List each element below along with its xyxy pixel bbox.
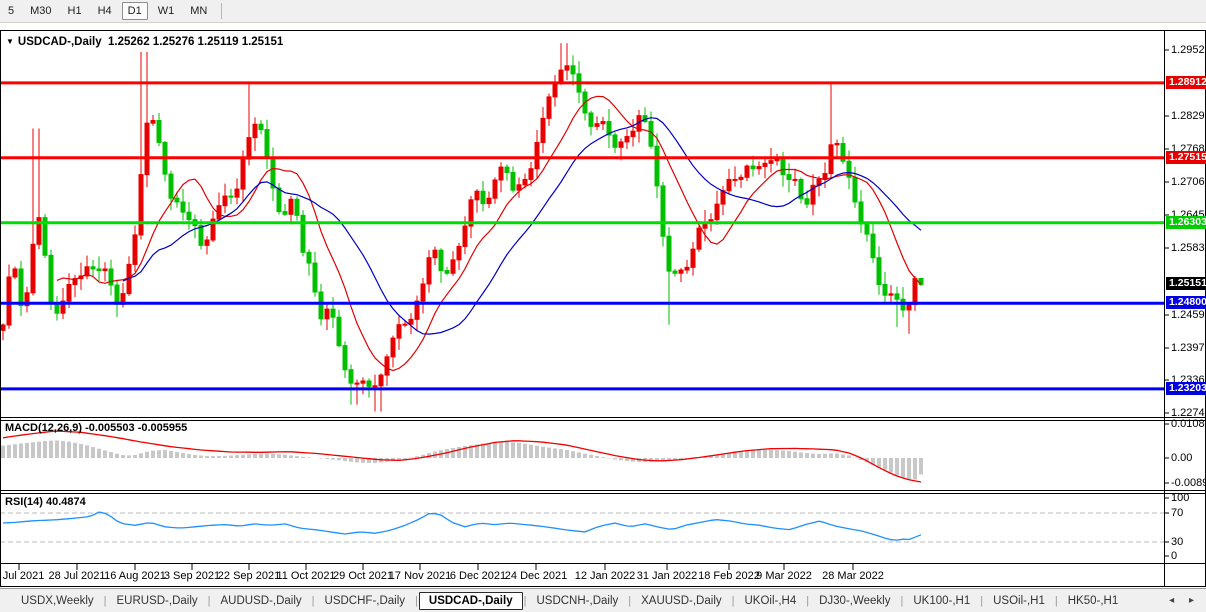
- timeframe-button-h4[interactable]: H4: [97, 5, 112, 17]
- chart-tab-usdcnh[interactable]: USDCNH-,Daily: [536, 594, 619, 607]
- price-level-badge: 1.26303: [1166, 216, 1206, 229]
- rsi-tick-label: 100: [1171, 492, 1190, 504]
- chart-tab-xauusd[interactable]: XAUUSD-,Daily: [641, 594, 722, 607]
- price-tick-label: 1.29525: [1171, 44, 1206, 56]
- date-tick-label: 28 Mar 2022: [822, 570, 884, 582]
- timeframe-toolbar: 5 M30 H1 H4 D1 W1 MN: [0, 0, 1206, 23]
- price-tick-label: 1.22745: [1171, 407, 1206, 419]
- tab-separator: |: [415, 594, 418, 607]
- price-tick-label: 1.25835: [1171, 242, 1206, 254]
- tab-separator: |: [900, 594, 904, 607]
- date-tick-label: 9 Mar 2022: [756, 570, 812, 582]
- timeframe-button-m30[interactable]: M30: [30, 5, 52, 17]
- toolbar-separator: [221, 3, 223, 19]
- date-tick-label: 17 Nov 2021: [388, 570, 452, 582]
- rsi-tick-label: 0: [1171, 550, 1178, 562]
- chart-title: ▼ USDCAD-,Daily 1.25262 1.25276 1.25119 1…: [6, 36, 283, 48]
- macd-indicator-label: MACD(12,26,9) -0.005503 -0.005955: [5, 422, 187, 434]
- chart-tab-eurusd[interactable]: EURUSD-,Daily: [116, 594, 198, 607]
- chart-tab-audusd[interactable]: AUDUSD-,Daily: [220, 594, 302, 607]
- chart-tab-usdx[interactable]: USDX,Weekly: [21, 594, 94, 607]
- date-tick-label: 16 Aug 2021: [104, 570, 166, 582]
- date-tick-label: 18 Feb 2022: [698, 570, 760, 582]
- macd-tick-label: 0.00: [1171, 452, 1193, 464]
- tab-separator: |: [311, 594, 315, 607]
- rsi-tick-label: 30: [1171, 536, 1184, 548]
- symbol-period-label: USDCAD-,Daily: [17, 36, 102, 48]
- timeframe-button-h1[interactable]: H1: [67, 5, 82, 17]
- tab-scroll-arrows[interactable]: ◂ ▸: [1169, 595, 1200, 606]
- chart-tab-hk50[interactable]: HK50-,H1: [1067, 594, 1119, 607]
- chart-tab-ukoil[interactable]: UKOil-,H4: [744, 594, 797, 607]
- tab-separator: |: [731, 594, 735, 607]
- tab-separator: |: [628, 594, 632, 607]
- macd-name: MACD(12,26,9): [5, 422, 83, 434]
- tab-separator: |: [523, 594, 527, 607]
- date-tick-label: 3 Sep 2021: [163, 570, 221, 582]
- rsi-name: RSI(14): [5, 496, 43, 508]
- chart-tab-bar: USDX,Weekly | EURUSD-,Daily | AUDUSD-,Daily |…: [0, 588, 1206, 612]
- date-tick-label: 9 Jul 2021: [0, 570, 45, 582]
- chart-tab-dj30[interactable]: DJ30-,Weekly: [819, 594, 891, 607]
- tab-separator: |: [207, 594, 211, 607]
- date-tick-label: 11 Oct 2021: [276, 570, 336, 582]
- timeframe-button-w1[interactable]: W1: [157, 5, 175, 17]
- price-tick-label: 1.27065: [1171, 176, 1206, 188]
- timeframe-button-mn[interactable]: MN: [190, 5, 208, 17]
- tab-separator: |: [1054, 594, 1058, 607]
- rsi-indicator-label: RSI(14) 40.4874: [5, 496, 86, 508]
- chart-tab-usoil[interactable]: USOil-,H1: [993, 594, 1045, 607]
- chart-tab-usdcad[interactable]: USDCAD-,Daily: [418, 591, 523, 610]
- date-tick-label: 24 Dec 2021: [504, 570, 568, 582]
- price-level-badge: 1.27515: [1166, 151, 1206, 164]
- price-level-badge: 1.28912: [1166, 76, 1206, 89]
- price-level-badge: 1.24800: [1166, 296, 1206, 309]
- collapse-triangle-icon[interactable]: ▼: [6, 37, 14, 46]
- timeframe-button-5[interactable]: 5: [8, 5, 15, 17]
- price-level-badge: 1.23203: [1166, 382, 1206, 395]
- price-tick-label: 1.24590: [1171, 309, 1206, 321]
- chart-tab-usdchf[interactable]: USDCHF-,Daily: [324, 594, 406, 607]
- price-tick-label: 1.28295: [1171, 110, 1206, 122]
- rsi-value: 40.4874: [45, 496, 86, 508]
- macd-values: -0.005503 -0.005955: [85, 422, 188, 434]
- date-tick-label: 12 Jan 2022: [574, 570, 636, 582]
- date-tick-label: 6 Dec 2021: [449, 570, 507, 582]
- price-level-badge: 1.25151: [1166, 277, 1206, 290]
- date-tick-label: 28 Jul 2021: [48, 570, 106, 582]
- macd-tick-label: -0.008974: [1171, 477, 1206, 489]
- date-tick-label: 31 Jan 2022: [636, 570, 698, 582]
- tab-separator: |: [103, 594, 107, 607]
- tab-separator: |: [806, 594, 810, 607]
- date-tick-label: 29 Oct 2021: [333, 570, 393, 582]
- date-tick-label: 22 Sep 2021: [217, 570, 281, 582]
- chart-tab-uk100[interactable]: UK100-,H1: [913, 594, 971, 607]
- ohlc-quote-label: 1.25262 1.25276 1.25119 1.25151: [108, 36, 284, 48]
- price-tick-label: 1.23975: [1171, 342, 1206, 354]
- macd-tick-label: 0.010869: [1171, 418, 1206, 430]
- tab-separator: |: [980, 594, 984, 607]
- timeframe-button-d1[interactable]: D1: [121, 2, 148, 20]
- rsi-tick-label: 70: [1171, 507, 1184, 519]
